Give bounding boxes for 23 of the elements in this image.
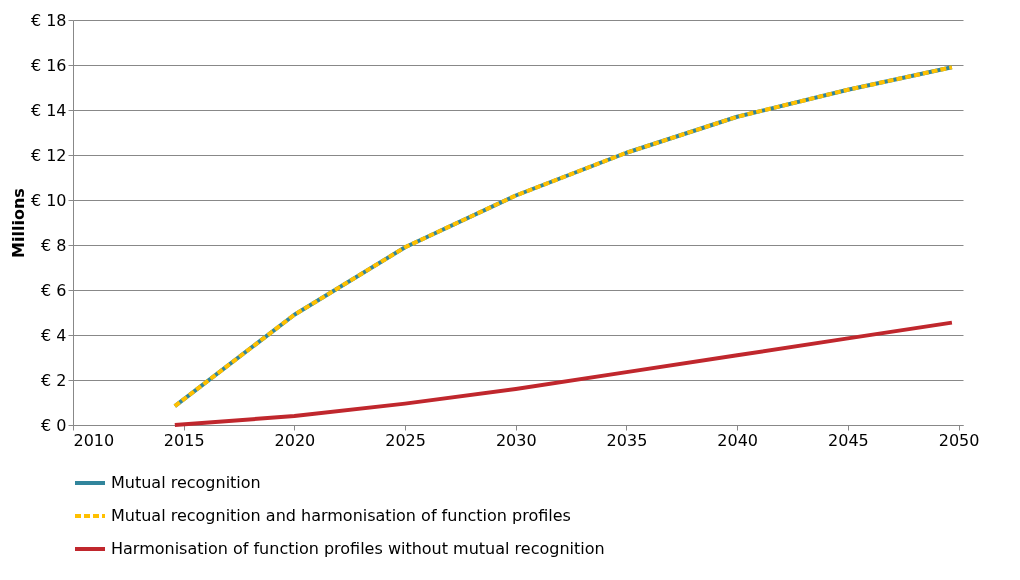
x-tick-label: 2035 (606, 430, 648, 450)
y-tick-label: € 18 (30, 10, 67, 30)
x-tick-label: 2050 (938, 430, 980, 450)
x-tick-label: 2030 (495, 430, 537, 450)
x-tick-label: 2015 (163, 430, 205, 450)
y-tick-label: € 0 (41, 415, 67, 435)
legend-label: Harmonisation of function profiles without mutual recognition (111, 539, 605, 558)
y-tick-label: € 8 (41, 235, 67, 255)
x-tick-label: 2025 (385, 430, 426, 450)
y-tick-label: € 10 (30, 190, 67, 210)
y-tick-label: € 2 (41, 370, 67, 390)
y-tick-label: € 4 (41, 325, 67, 345)
y-axis-title: Millions (8, 188, 28, 258)
x-tick-label: 2020 (274, 430, 316, 450)
y-tick-label: € 6 (41, 280, 67, 300)
x-tick-label: 2040 (717, 430, 759, 450)
legend-label: Mutual recognition (111, 473, 261, 492)
legend-label: Mutual recognition and harmonisation of function profiles (111, 506, 571, 525)
y-tick-label: € 12 (30, 145, 67, 165)
y-tick-label: € 14 (30, 100, 67, 120)
x-tick-label: 2010 (73, 430, 115, 450)
y-tick-label: € 16 (30, 55, 67, 75)
x-tick-label: 2045 (828, 430, 869, 450)
